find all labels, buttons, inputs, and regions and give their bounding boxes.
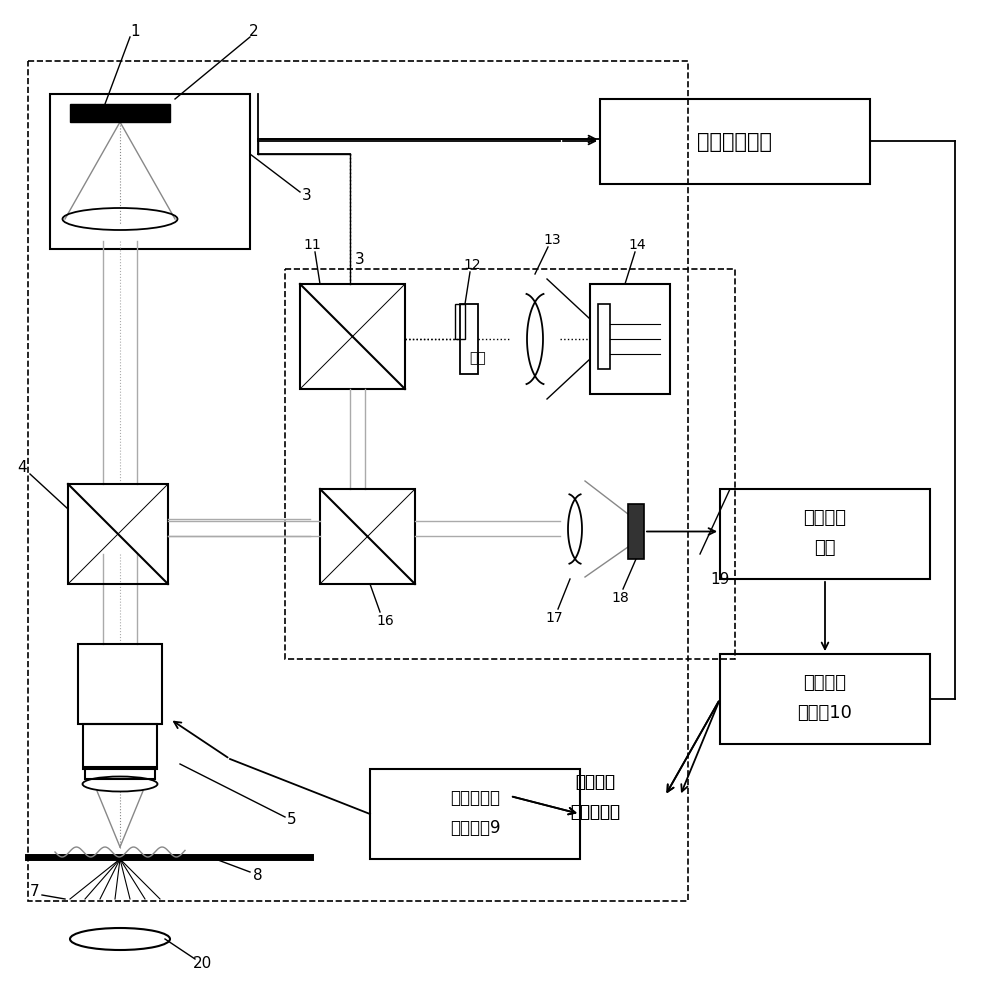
Bar: [720, 654, 930, 745]
Text: 20: 20: [192, 954, 212, 969]
Text: 离焦量探测: 离焦量探测: [570, 802, 620, 820]
Text: 图像: 图像: [814, 539, 836, 557]
Bar: [628, 505, 644, 560]
Bar: [285, 269, 735, 659]
Bar: [320, 489, 415, 584]
Text: 3: 3: [302, 187, 312, 203]
Bar: [370, 769, 580, 859]
Bar: [600, 100, 870, 185]
Text: 激光光斑: 激光光斑: [804, 509, 846, 527]
Bar: [598, 305, 610, 370]
Text: 图像处理: 图像处理: [575, 772, 615, 790]
Bar: [590, 284, 670, 395]
Text: 1: 1: [130, 25, 140, 40]
Text: 18: 18: [611, 590, 629, 604]
Bar: [83, 725, 157, 769]
Bar: [70, 105, 170, 123]
Bar: [68, 484, 168, 584]
Bar: [50, 94, 250, 249]
Text: 17: 17: [545, 610, 563, 624]
Bar: [28, 62, 688, 902]
Text: 理系统10: 理系统10: [798, 704, 852, 722]
Text: 19: 19: [710, 572, 730, 586]
Text: 12: 12: [463, 257, 481, 271]
Text: 13: 13: [543, 233, 561, 247]
Text: 刀口: 刀口: [470, 351, 486, 365]
Text: 2: 2: [249, 25, 259, 40]
Text: 16: 16: [376, 613, 394, 627]
Text: 8: 8: [253, 868, 263, 883]
Text: 4: 4: [17, 459, 27, 474]
Bar: [720, 489, 930, 580]
Bar: [300, 284, 405, 390]
Bar: [78, 644, 162, 725]
Text: 压电驱动器: 压电驱动器: [450, 788, 500, 806]
Text: 3: 3: [355, 252, 365, 267]
Text: 7: 7: [30, 884, 40, 899]
Text: 计算机处: 计算机处: [804, 673, 846, 691]
Text: 病理切片图像: 病理切片图像: [698, 132, 772, 152]
Text: 11: 11: [303, 238, 321, 251]
Bar: [460, 305, 478, 375]
Text: 离焦量探测: 离焦量探测: [570, 802, 620, 820]
Text: 14: 14: [628, 238, 646, 251]
Text: 的控制嘨9: 的控制嘨9: [450, 818, 500, 836]
Bar: [85, 767, 155, 779]
Text: 5: 5: [287, 812, 297, 827]
Text: 图像处理: 图像处理: [575, 772, 615, 790]
Bar: [455, 305, 465, 340]
